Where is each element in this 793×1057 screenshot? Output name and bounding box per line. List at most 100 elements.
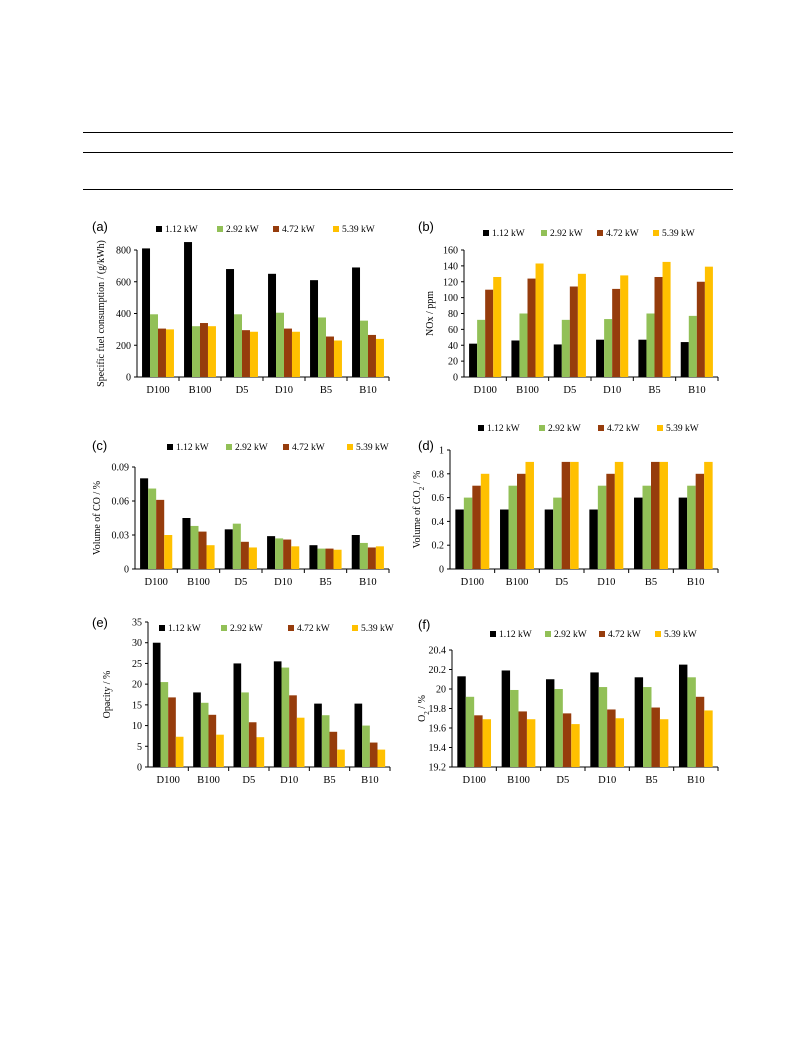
x-tick-label: B5 bbox=[645, 577, 657, 588]
legend-swatch bbox=[545, 631, 551, 637]
bar bbox=[642, 485, 651, 569]
legend-swatch bbox=[221, 625, 227, 631]
bar bbox=[325, 548, 334, 569]
y-tick-label: 30 bbox=[132, 638, 142, 649]
bar bbox=[268, 273, 277, 377]
bar bbox=[362, 725, 370, 767]
bar bbox=[654, 276, 663, 377]
bar bbox=[351, 535, 360, 569]
bar bbox=[634, 497, 643, 569]
y-tick-label: 120 bbox=[443, 277, 458, 288]
legend-label: 2.92 kW bbox=[550, 229, 583, 239]
bar bbox=[333, 340, 342, 377]
table-top-rule bbox=[83, 132, 733, 133]
legend-label: 1.12 kW bbox=[176, 443, 209, 453]
y-tick-label: 100 bbox=[443, 293, 458, 304]
bar bbox=[474, 715, 483, 767]
legend-swatch bbox=[657, 425, 663, 431]
y-tick-label: 20 bbox=[448, 357, 458, 368]
y-tick-label: 140 bbox=[443, 261, 458, 272]
x-tick-label: B100 bbox=[516, 385, 539, 396]
bar bbox=[200, 323, 208, 377]
x-tick-label: D100 bbox=[461, 577, 484, 588]
bar bbox=[688, 315, 697, 377]
x-tick-label: B10 bbox=[688, 385, 706, 396]
bar bbox=[140, 478, 149, 569]
bar bbox=[614, 461, 624, 569]
bar bbox=[164, 535, 173, 569]
x-tick-label: B5 bbox=[648, 385, 660, 396]
bar bbox=[200, 702, 209, 767]
bar bbox=[695, 473, 705, 569]
chart-panel-d: (d) 0 0.2 0.4 0.6 0.8 1 D100 B100 D5 D10 B5 B10 Volum… bbox=[412, 424, 719, 588]
bar bbox=[360, 320, 368, 377]
x-tick-label: B100 bbox=[507, 775, 530, 786]
bar bbox=[590, 672, 599, 767]
bar bbox=[695, 696, 705, 767]
x-tick-label: B100 bbox=[506, 577, 529, 588]
legend-label: 4.72 kW bbox=[297, 624, 330, 634]
bar bbox=[275, 538, 284, 569]
bar bbox=[545, 679, 555, 767]
bar bbox=[553, 344, 562, 377]
legend-swatch bbox=[653, 230, 659, 236]
bar bbox=[333, 549, 342, 569]
legend-label: 2.92 kW bbox=[235, 443, 268, 453]
bar bbox=[480, 473, 490, 569]
legend-swatch bbox=[541, 230, 547, 236]
bar bbox=[248, 547, 257, 569]
y-tick-label: 400 bbox=[116, 309, 131, 320]
bar bbox=[291, 331, 300, 377]
bar bbox=[150, 314, 158, 377]
legend-swatch bbox=[352, 625, 358, 631]
bar bbox=[526, 719, 536, 767]
y-tick-label: 0.6 bbox=[432, 493, 445, 504]
bar bbox=[485, 289, 494, 377]
bar bbox=[375, 338, 384, 377]
bar bbox=[368, 334, 376, 377]
bar bbox=[326, 336, 334, 377]
bar bbox=[561, 461, 571, 569]
bar bbox=[511, 340, 520, 377]
bar bbox=[321, 715, 330, 767]
y-tick-label: 19.4 bbox=[429, 743, 447, 754]
legend-label: 2.92 kW bbox=[230, 624, 263, 634]
legend-label: 5.39 kW bbox=[356, 443, 389, 453]
x-tick-label: B5 bbox=[320, 385, 332, 396]
y-axis-label: O2 / % bbox=[417, 695, 431, 722]
bar bbox=[160, 682, 169, 767]
legend-swatch bbox=[167, 444, 173, 450]
x-tick-label: D10 bbox=[603, 385, 621, 396]
x-tick-label: D100 bbox=[146, 385, 169, 396]
bar bbox=[596, 339, 605, 377]
bar bbox=[589, 509, 598, 569]
bar bbox=[477, 319, 486, 377]
legend-label: 5.39 kW bbox=[666, 424, 699, 434]
bar bbox=[352, 267, 361, 377]
bar bbox=[643, 687, 652, 767]
bar bbox=[500, 509, 509, 569]
bar bbox=[651, 461, 660, 569]
x-tick-label: D10 bbox=[598, 775, 616, 786]
panel-label: (f) bbox=[418, 617, 430, 632]
bar bbox=[696, 281, 705, 377]
bar bbox=[216, 734, 224, 767]
y-tick-label: 25 bbox=[132, 659, 142, 670]
bar bbox=[465, 696, 475, 767]
bar bbox=[208, 714, 217, 767]
bar bbox=[501, 670, 511, 767]
x-tick-label: B10 bbox=[359, 577, 377, 588]
legend-swatch bbox=[347, 444, 353, 450]
y-axis-label: Volume of CO / % bbox=[92, 481, 103, 555]
legend-swatch bbox=[217, 226, 223, 232]
y-tick-label: 19.8 bbox=[429, 704, 447, 715]
bar bbox=[569, 286, 578, 377]
x-tick-label: D100 bbox=[462, 775, 485, 786]
legend-swatch bbox=[288, 625, 294, 631]
bar bbox=[158, 328, 166, 377]
y-tick-label: 200 bbox=[116, 341, 131, 352]
bar bbox=[508, 485, 517, 569]
y-tick-label: 0.09 bbox=[112, 463, 130, 474]
y-tick-label: 0 bbox=[453, 373, 458, 384]
legend-label: 4.72 kW bbox=[292, 443, 325, 453]
